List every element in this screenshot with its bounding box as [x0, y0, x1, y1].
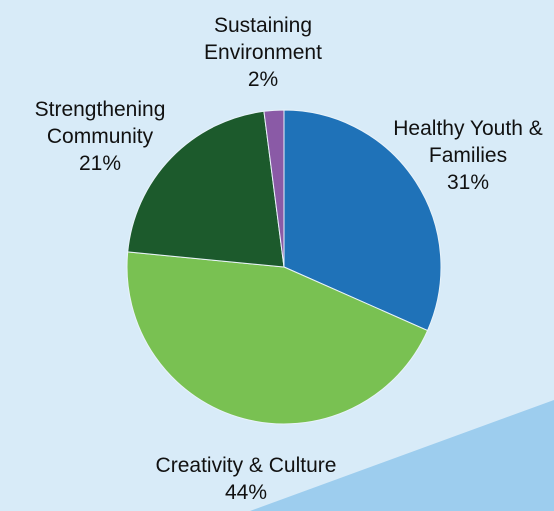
slice-name-line-strengthening-community: Community [47, 125, 154, 148]
decorative-stripe [250, 400, 554, 511]
slice-name-line-sustaining-environment: Environment [204, 41, 322, 64]
slice-name-line-healthy-youth-and-families: Families [429, 144, 507, 167]
slice-name-line-strengthening-community: Strengthening [35, 98, 166, 121]
slice-percent-healthy-youth-and-families: 31% [447, 171, 489, 194]
pie-slices [126, 109, 442, 425]
slice-label-creativity-and-culture: Creativity & Culture 44% [156, 454, 337, 504]
slice-label-sustaining-environment: Sustaining Environment 2% [204, 14, 322, 91]
slice-percent-sustaining-environment: 2% [248, 68, 278, 91]
pie-slice-sustaining-environment [263, 109, 285, 268]
slice-name-line-sustaining-environment: Sustaining [214, 14, 312, 37]
pie-slice-healthy-youth-and-families [283, 109, 442, 332]
pie-labels: Healthy Youth & Families 31% Creativity & C… [35, 14, 543, 504]
slice-percent-strengthening-community: 21% [79, 152, 121, 175]
pie-slice-strengthening-community [127, 110, 285, 268]
slice-percent-creativity-and-culture: 44% [225, 481, 267, 504]
slice-name-line-healthy-youth-and-families: Healthy Youth & [393, 117, 542, 140]
pie-slice-creativity-and-culture [126, 251, 429, 425]
slice-name-line-creativity-and-culture: Creativity & Culture [156, 454, 337, 477]
slice-label-strengthening-community: Strengthening Community 21% [35, 98, 166, 175]
slice-label-healthy-youth-and-families: Healthy Youth & Families 31% [393, 117, 542, 194]
